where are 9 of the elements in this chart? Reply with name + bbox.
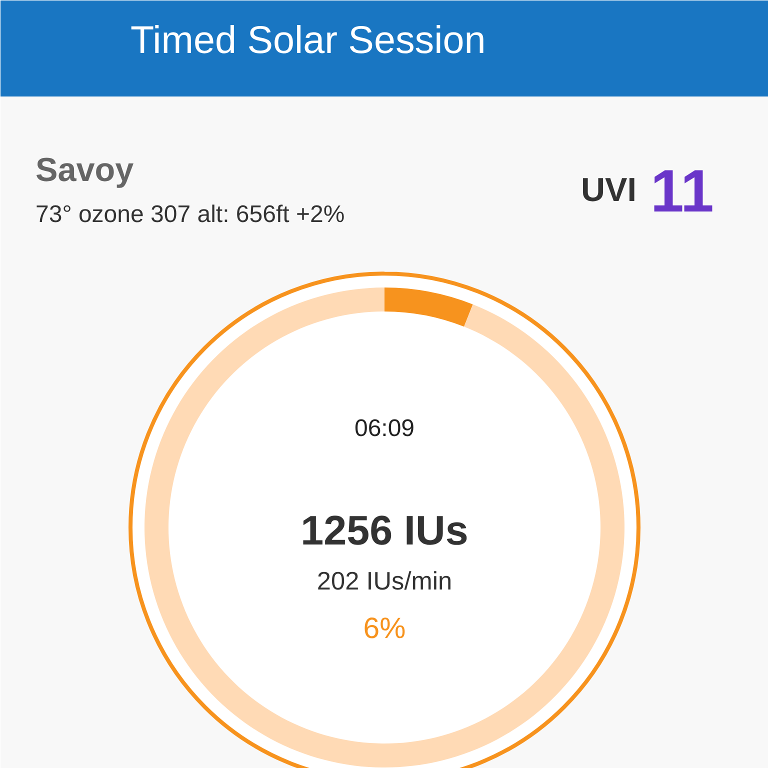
chart-title: Timed Solar Session <box>130 19 486 62</box>
text: 1256 IUs <box>300 508 468 554</box>
text: 06:09 <box>354 415 415 442</box>
text: 6% <box>363 612 406 645</box>
text: 73° ozone 307 alt: 656ft +2% <box>36 201 345 228</box>
text: 202 IUs/min <box>316 568 452 596</box>
text: Savoy <box>36 152 134 189</box>
text: UVI <box>580 172 637 209</box>
text: 11 <box>650 158 714 224</box>
